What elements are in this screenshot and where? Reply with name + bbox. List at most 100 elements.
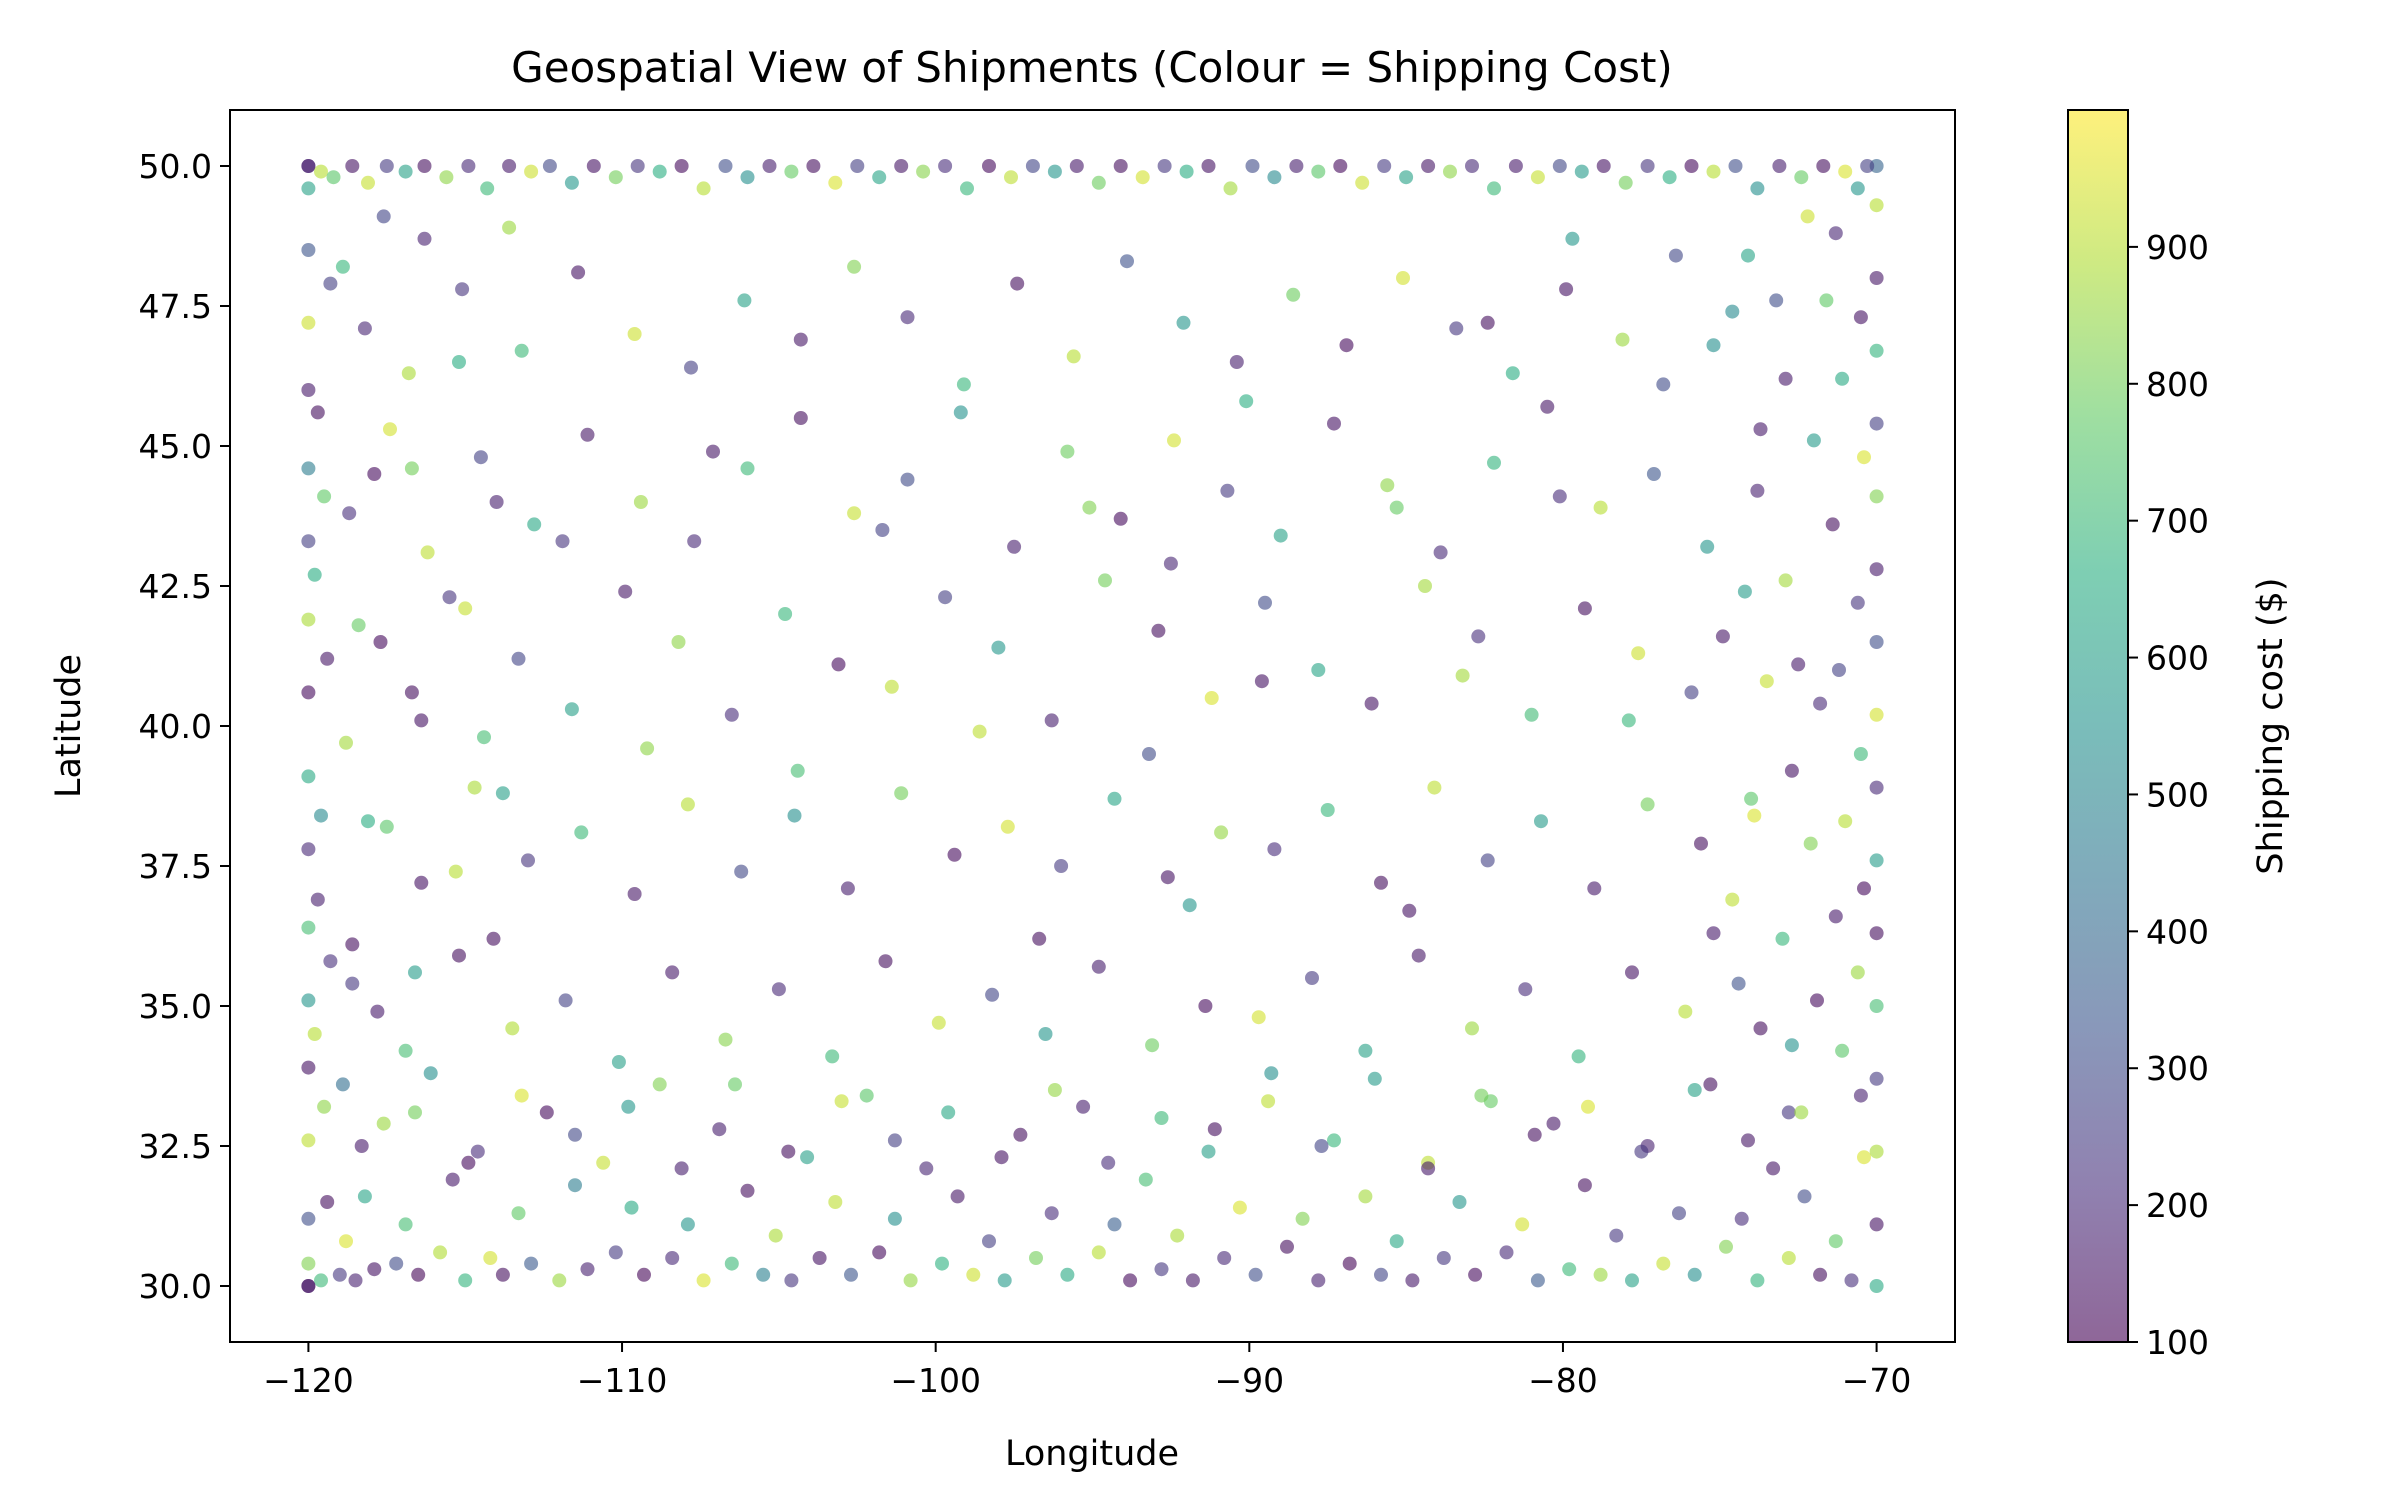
data-point — [1436, 1251, 1451, 1265]
x-axis-label: Longitude — [1005, 1434, 1179, 1474]
data-point — [1825, 517, 1840, 532]
data-point — [1157, 159, 1172, 173]
data-point — [301, 1133, 316, 1148]
data-point — [724, 1256, 739, 1271]
data-point — [793, 332, 808, 347]
data-point — [1452, 1195, 1467, 1209]
data-point — [1741, 248, 1755, 263]
data-point — [1775, 931, 1790, 946]
data-point — [452, 948, 466, 963]
data-point — [1803, 836, 1818, 851]
data-point — [1518, 982, 1533, 997]
data-point — [1672, 1206, 1686, 1221]
data-point — [1869, 343, 1884, 358]
data-point — [542, 159, 557, 173]
data-point — [1744, 791, 1759, 806]
data-point — [398, 164, 413, 179]
data-point — [1715, 629, 1730, 644]
data-point — [1853, 747, 1868, 761]
data-point — [580, 1262, 595, 1277]
data-point — [994, 1150, 1009, 1165]
data-point — [1339, 338, 1354, 353]
data-point — [332, 1267, 347, 1282]
data-point — [301, 383, 316, 397]
y-tick-label: 32.5 — [139, 1127, 212, 1166]
data-point — [1204, 691, 1219, 705]
data-point — [301, 685, 316, 700]
data-point — [342, 506, 357, 521]
data-point — [439, 170, 454, 185]
data-point — [740, 1183, 755, 1198]
data-point — [1559, 282, 1574, 297]
data-point — [1706, 338, 1721, 353]
data-point — [1625, 1273, 1639, 1288]
data-point — [1389, 500, 1404, 515]
data-point — [1389, 1234, 1404, 1249]
data-point — [793, 411, 808, 425]
data-point — [800, 1150, 815, 1165]
data-point — [982, 1234, 996, 1249]
data-point — [301, 612, 316, 627]
data-point — [571, 265, 586, 280]
y-tick-label: 35.0 — [139, 987, 212, 1026]
data-point — [1869, 707, 1884, 722]
data-point — [398, 1043, 413, 1058]
data-point — [568, 1127, 582, 1142]
data-point — [339, 1234, 353, 1249]
data-point — [1581, 1099, 1595, 1114]
data-point — [1182, 898, 1197, 913]
data-point — [1047, 164, 1062, 179]
data-point — [825, 1049, 840, 1064]
data-point — [1625, 965, 1639, 980]
data-point — [684, 360, 698, 375]
data-point — [398, 1217, 413, 1232]
colorbar-ticks: 100 200 300 400 500 600 700 800 900 — [2128, 228, 2209, 1362]
data-point — [1734, 1211, 1749, 1226]
data-point — [1214, 825, 1229, 840]
data-point — [448, 864, 463, 879]
data-point — [1750, 483, 1765, 498]
data-point — [972, 724, 987, 739]
data-point — [1399, 170, 1414, 185]
data-point — [1364, 696, 1379, 711]
data-point — [1091, 1245, 1106, 1260]
data-point — [458, 601, 473, 616]
data-point — [376, 209, 391, 224]
data-point — [555, 534, 570, 549]
data-point — [1286, 287, 1301, 302]
data-point — [608, 1245, 623, 1260]
data-point — [1170, 1228, 1185, 1243]
x-tick-label: −110 — [577, 1361, 668, 1400]
data-point — [950, 1189, 965, 1204]
data-point — [1380, 478, 1395, 493]
data-point — [953, 405, 968, 420]
data-point — [850, 159, 865, 173]
data-point — [401, 366, 416, 381]
data-point — [1054, 859, 1069, 873]
data-point — [887, 1211, 902, 1226]
data-point — [1267, 842, 1282, 857]
data-point — [1120, 254, 1134, 269]
data-point — [916, 164, 931, 179]
data-point — [1869, 780, 1884, 795]
data-point — [1869, 853, 1884, 868]
data-point — [706, 444, 720, 459]
y-tick-label: 42.5 — [139, 567, 212, 606]
data-point — [1869, 562, 1884, 577]
data-point — [1684, 159, 1699, 173]
data-point — [941, 1105, 956, 1120]
y-tick-label: 40.0 — [139, 707, 212, 746]
data-point — [1813, 696, 1828, 711]
data-point — [514, 1088, 529, 1103]
data-point — [461, 1155, 476, 1170]
y-tick-label: 50.0 — [139, 147, 212, 186]
data-point — [1728, 159, 1743, 173]
data-point — [966, 1267, 981, 1282]
data-point — [1251, 1010, 1266, 1025]
data-point — [1869, 416, 1884, 431]
data-point — [1295, 1211, 1310, 1226]
data-point — [524, 1256, 539, 1271]
data-point — [1427, 780, 1442, 795]
data-point — [1565, 231, 1580, 246]
data-point — [740, 461, 755, 476]
